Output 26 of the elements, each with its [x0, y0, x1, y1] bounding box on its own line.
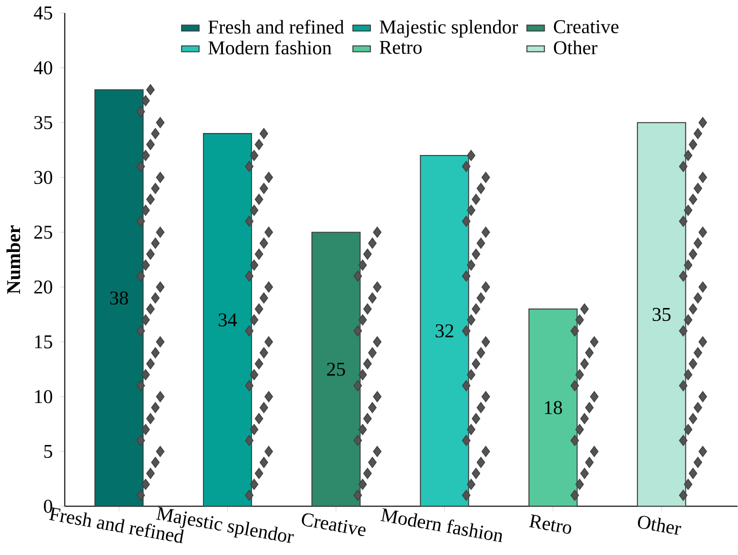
legend-label: Majestic splendor — [380, 20, 518, 38]
y-tick-label: 40 — [34, 61, 52, 74]
y-tick-label: 20 — [34, 280, 52, 294]
x-tick-label: Creative — [302, 513, 366, 536]
data-label: 18 — [544, 401, 562, 414]
data-label: 38 — [110, 291, 128, 305]
data-label: 25 — [327, 362, 345, 376]
y-tick-label: 45 — [34, 6, 52, 20]
y-tick-label: 15 — [35, 335, 52, 348]
legend-label: Fresh and refined — [208, 20, 344, 34]
y-tick-label: 25 — [34, 226, 52, 239]
data-label: 32 — [436, 324, 454, 338]
legend-label: Modern fashion — [208, 40, 332, 54]
x-tick-label: Other — [638, 516, 682, 535]
y-tick-label: 35 — [34, 116, 52, 130]
legend-label: Creative — [554, 20, 618, 34]
y-axis-title: Number — [6, 225, 20, 294]
x-tick-label: Retro — [529, 514, 572, 534]
y-tick-label: 5 — [44, 444, 52, 458]
x-tick-label: Modern fashion — [380, 508, 502, 542]
legend-label: Other — [554, 40, 598, 54]
legend-label: Retro — [380, 41, 422, 54]
data-label: 35 — [652, 308, 671, 321]
data-label: 34 — [218, 313, 237, 326]
y-tick-label: 10 — [35, 390, 52, 404]
y-tick-label: 30 — [34, 170, 52, 184]
